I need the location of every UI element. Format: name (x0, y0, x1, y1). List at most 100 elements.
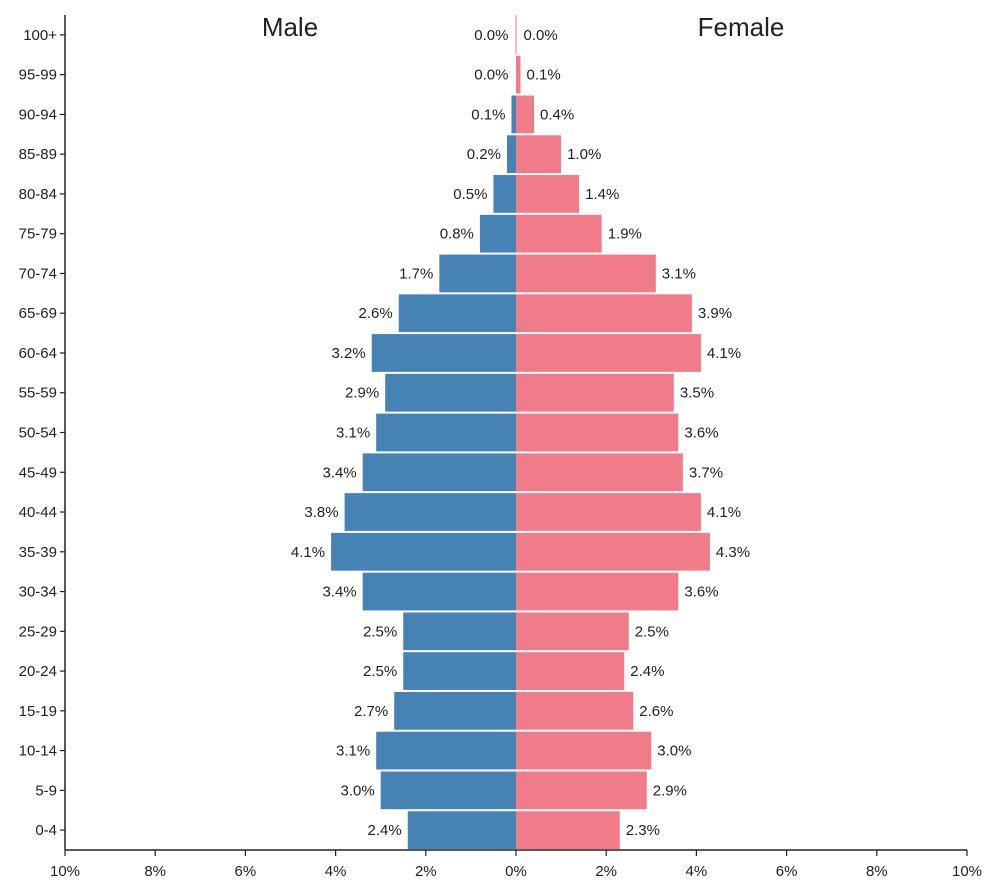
male-bar-label: 2.5% (363, 623, 397, 640)
male-bar-label: 0.0% (474, 27, 508, 44)
male-bar (380, 771, 516, 810)
male-bar-label: 0.1% (471, 106, 505, 123)
male-bar-label: 2.5% (363, 663, 397, 680)
y-tick-label: 100+ (23, 27, 57, 44)
male-bar (362, 572, 516, 611)
male-bar (511, 95, 516, 134)
female-bar-label: 3.0% (657, 743, 691, 760)
male-bar (362, 453, 516, 492)
x-tick-label: 2% (415, 863, 437, 880)
y-tick-label: 20-24 (19, 663, 57, 680)
female-bar-label: 4.1% (707, 504, 741, 521)
male-bar (394, 691, 516, 730)
y-tick-label: 5-9 (35, 782, 57, 799)
x-tick-label: 6% (776, 863, 798, 880)
male-bar-label: 2.6% (359, 305, 393, 322)
y-tick-label: 15-19 (19, 703, 57, 720)
y-tick-label: 45-49 (19, 464, 57, 481)
male-bar (403, 652, 516, 690)
male-bar (331, 532, 516, 571)
male-bar-label: 0.0% (474, 67, 508, 84)
x-tick-label: 6% (235, 863, 257, 880)
female-bar (516, 334, 701, 372)
x-tick-label: 8% (866, 863, 888, 880)
female-bar (516, 214, 602, 253)
male-bar-label: 3.4% (322, 464, 356, 481)
female-bar (516, 413, 679, 452)
female-bar-label: 3.5% (680, 385, 714, 402)
male-bar-label: 3.4% (322, 584, 356, 601)
y-tick-label: 25-29 (19, 623, 57, 640)
male-bar-label: 2.9% (345, 385, 379, 402)
female-bar (516, 55, 521, 94)
y-tick-label: 65-69 (19, 305, 57, 322)
female-bar-label: 2.5% (635, 623, 669, 640)
female-bar-label: 3.1% (662, 265, 696, 282)
y-tick-label: 75-79 (19, 226, 57, 243)
y-tick-label: 55-59 (19, 385, 57, 402)
female-series-title: Female (698, 12, 785, 42)
female-bar (516, 532, 710, 571)
female-bar (516, 373, 674, 412)
female-bar (516, 731, 652, 770)
male-bar (344, 493, 516, 531)
female-bar (516, 254, 656, 293)
y-tick-label: 60-64 (19, 345, 57, 362)
male-bar (439, 254, 516, 293)
y-tick-label: 85-89 (19, 146, 57, 163)
female-bar-label: 3.6% (684, 584, 718, 601)
y-tick-label: 80-84 (19, 186, 57, 203)
female-bar-label: 2.3% (626, 822, 660, 839)
female-bar-label: 0.4% (540, 106, 574, 123)
male-bar (403, 612, 516, 651)
x-tick-label: 0% (505, 863, 527, 880)
male-bar-label: 3.1% (336, 743, 370, 760)
female-bar (516, 95, 535, 134)
x-tick-label: 4% (686, 863, 708, 880)
male-bar (371, 334, 516, 372)
male-bar-label: 3.1% (336, 425, 370, 442)
y-tick-label: 35-39 (19, 544, 57, 561)
female-bar (516, 493, 701, 531)
female-bar-label: 1.9% (608, 226, 642, 243)
y-tick-label: 30-34 (19, 584, 57, 601)
bar-labels-layer: 0.0% 0.0% 0.0% 0.1% 0.1% 0.4% 0.2% 1.0% 0.5% 1.4%… (291, 27, 750, 839)
male-bar-label: 0.8% (440, 226, 474, 243)
female-bar-label: 1.4% (585, 186, 619, 203)
bars-layer (331, 15, 710, 849)
x-tick-label: 2% (595, 863, 617, 880)
female-bar-label: 2.9% (653, 782, 687, 799)
female-bar-label: 3.6% (684, 425, 718, 442)
x-tick-labels: 10% 8% 6% 4% 2% 0% 2% 4% 6% 8% 10% (50, 850, 982, 880)
y-tick-labels: 100+ 95-99 90-94 85-89 80-84 75-79 70-74 65-69 6… (19, 27, 65, 839)
male-series-title: Male (262, 12, 318, 42)
y-tick-label: 90-94 (19, 106, 57, 123)
y-tick-label: 50-54 (19, 425, 57, 442)
female-bar-label: 2.6% (639, 703, 673, 720)
male-bar-label: 2.7% (354, 703, 388, 720)
x-tick-label: 10% (50, 863, 80, 880)
female-bar (516, 572, 679, 611)
male-bar-label: 4.1% (291, 544, 325, 561)
male-bar (385, 373, 516, 412)
female-bar (516, 612, 629, 651)
female-bar (516, 135, 562, 174)
male-bar (398, 294, 516, 333)
male-bar (407, 811, 516, 849)
female-bar (516, 453, 683, 492)
male-bar-label: 3.2% (331, 345, 365, 362)
male-bar (376, 731, 516, 770)
female-bar (516, 294, 692, 333)
female-bar-label: 4.3% (716, 544, 750, 561)
x-tick-label: 8% (144, 863, 166, 880)
female-bar-label: 2.4% (630, 663, 664, 680)
female-bar-label: 3.7% (689, 464, 723, 481)
female-bar (516, 771, 647, 810)
y-tick-label: 40-44 (19, 504, 57, 521)
female-bar (516, 811, 620, 849)
male-bar (506, 135, 516, 174)
male-bar-label: 3.8% (304, 504, 338, 521)
female-bar-label: 3.9% (698, 305, 732, 322)
female-bar-label: 4.1% (707, 345, 741, 362)
